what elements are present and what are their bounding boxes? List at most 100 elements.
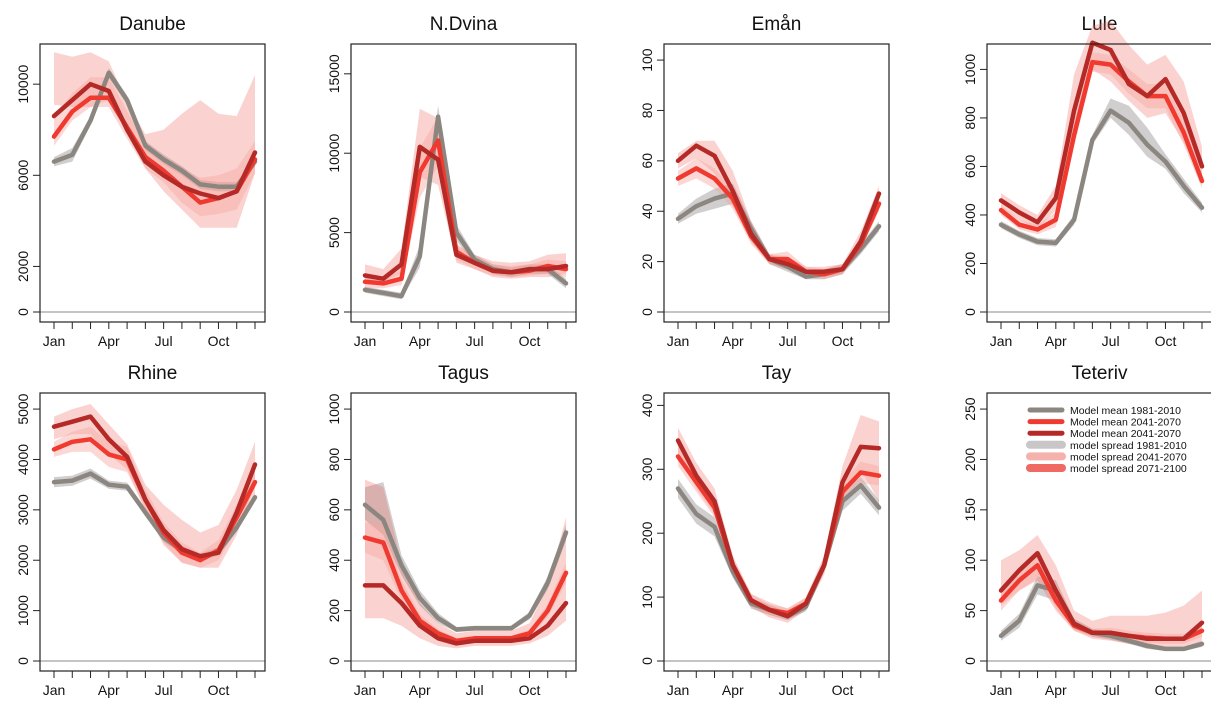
y-tick-label: 1000 bbox=[962, 54, 978, 85]
x-tick-label: Jan bbox=[354, 333, 377, 349]
mean-2041-2070-line bbox=[362, 535, 569, 644]
panel-title: Rhine bbox=[128, 363, 178, 384]
y-tick-label: 0 bbox=[326, 657, 342, 665]
y-tick-label: 4000 bbox=[15, 444, 31, 475]
x-tick-label: Jan bbox=[990, 333, 1013, 349]
spread-ref-band bbox=[1001, 98, 1202, 247]
plot-frame bbox=[39, 43, 266, 323]
x-tick-label: Jan bbox=[43, 682, 66, 698]
x-tick-label: Oct bbox=[1155, 682, 1177, 698]
panel-tay: Tay Jan Apr Jul Oct 0 100 200 300 400 bbox=[639, 363, 890, 698]
plot-frame bbox=[39, 392, 266, 672]
plot-frame bbox=[663, 392, 890, 672]
x-tick-label: Jul bbox=[779, 682, 797, 698]
plot-frame bbox=[986, 392, 1211, 672]
panel-lule: Lule Jan Apr Jul Oct 0 200 400 600 800 1000 bbox=[962, 14, 1211, 349]
y-tick-label: 15000 bbox=[326, 54, 342, 93]
panel-tagus: Tagus Jan Apr Jul Oct 0 200 400 600 800 1000 bbox=[326, 363, 577, 698]
x-tick-label: Jan bbox=[354, 682, 377, 698]
y-tick-label: 3000 bbox=[15, 494, 31, 525]
panel-title: N.Dvina bbox=[430, 14, 498, 35]
spread-late-band bbox=[365, 108, 566, 282]
y-tick-label: 5000 bbox=[15, 393, 31, 424]
mean-2071-2100-line bbox=[362, 583, 569, 646]
plot-frame bbox=[986, 43, 1211, 323]
x-tick-label: Oct bbox=[519, 682, 541, 698]
y-tick-label: 800 bbox=[962, 106, 978, 130]
spread-ref-band bbox=[365, 482, 566, 632]
y-tick-label: 400 bbox=[962, 203, 978, 227]
x-tick-label: Apr bbox=[409, 333, 431, 349]
x-tick-label: Apr bbox=[98, 682, 120, 698]
spread-mid-band bbox=[1001, 552, 1202, 644]
x-tick-label: Jul bbox=[1102, 333, 1120, 349]
mean-1981-2010-line bbox=[362, 502, 569, 632]
y-tick-label: 200 bbox=[639, 521, 655, 545]
spread-mid-band bbox=[678, 446, 879, 619]
x-tick-label: Apr bbox=[722, 682, 744, 698]
y-tick-label: 40 bbox=[639, 203, 655, 219]
plot-frame bbox=[350, 43, 577, 323]
y-tick-label: 600 bbox=[326, 498, 342, 522]
y-tick-label: 100 bbox=[962, 548, 978, 572]
panel-title: Emån bbox=[752, 14, 802, 35]
y-tick-label: 0 bbox=[15, 657, 31, 665]
legend-label: model spread 2071-2100 bbox=[1070, 463, 1187, 475]
x-tick-label: Jul bbox=[466, 333, 484, 349]
plot-frame bbox=[663, 43, 890, 323]
y-tick-label: 800 bbox=[326, 448, 342, 472]
x-tick-label: Jan bbox=[667, 682, 690, 698]
spread-late-band bbox=[365, 479, 566, 649]
y-tick-label: 6000 bbox=[15, 160, 31, 191]
spread-mid-band bbox=[678, 158, 879, 280]
legend-label: Model mean 2041-2070 bbox=[1070, 417, 1181, 429]
panel-danube: Danube Jan Apr Jul Oct 0 2000 6000 10000 bbox=[15, 14, 266, 349]
mean-2041-2070-line bbox=[998, 59, 1205, 232]
y-tick-label: 10000 bbox=[326, 134, 342, 173]
panel-title: Lule bbox=[1082, 14, 1118, 35]
y-tick-label: 0 bbox=[639, 308, 655, 316]
x-tick-label: Oct bbox=[1155, 333, 1177, 349]
plot-frame bbox=[350, 392, 577, 672]
y-tick-label: 2000 bbox=[15, 544, 31, 575]
panel-teteriv: Teteriv Jan Apr Jul Oct 0 50 100 150 200 250 bbox=[962, 363, 1211, 698]
spread-late-band bbox=[54, 404, 255, 568]
mean-2071-2100-line bbox=[998, 40, 1205, 225]
spread-mid-band bbox=[54, 77, 255, 217]
y-tick-label: 300 bbox=[639, 457, 655, 481]
y-tick-label: 0 bbox=[962, 657, 978, 665]
spread-late-band bbox=[678, 140, 879, 277]
x-tick-label: Jul bbox=[466, 682, 484, 698]
y-tick-label: 5000 bbox=[326, 217, 342, 248]
y-tick-label: 400 bbox=[639, 394, 655, 418]
panel-title: Teteriv bbox=[1072, 363, 1128, 384]
mean-1981-2010-line bbox=[998, 108, 1205, 246]
x-tick-label: Jul bbox=[155, 682, 173, 698]
mean-2071-2100-line bbox=[362, 144, 569, 281]
panel-n-dvina: N.Dvina Jan Apr Jul Oct 0 5000 10000 15000 bbox=[326, 14, 577, 349]
y-tick-label: 200 bbox=[326, 599, 342, 623]
y-tick-label: 200 bbox=[962, 252, 978, 276]
x-tick-label: Jul bbox=[779, 333, 797, 349]
panel-title: Danube bbox=[119, 14, 186, 35]
mean-2071-2100-line bbox=[51, 81, 258, 201]
legend-label: model spread 2041-2070 bbox=[1070, 451, 1187, 463]
mean-2071-2100-line bbox=[998, 550, 1205, 642]
spread-late-band bbox=[1001, 535, 1202, 648]
x-tick-label: Apr bbox=[1045, 333, 1067, 349]
panel-em-n: Emån Jan Apr Jul Oct 0 20 40 60 80 100 bbox=[639, 14, 890, 349]
x-tick-label: Apr bbox=[409, 682, 431, 698]
x-tick-label: Oct bbox=[208, 333, 230, 349]
y-tick-label: 100 bbox=[639, 585, 655, 609]
panel-title: Tay bbox=[762, 363, 792, 384]
x-tick-label: Oct bbox=[832, 333, 854, 349]
y-tick-label: 20 bbox=[639, 254, 655, 270]
y-tick-label: 150 bbox=[962, 498, 978, 522]
x-tick-label: Oct bbox=[832, 682, 854, 698]
y-tick-label: 1000 bbox=[326, 393, 342, 424]
legend-label: Model mean 1981-2010 bbox=[1070, 405, 1181, 417]
x-tick-label: Apr bbox=[1045, 682, 1067, 698]
x-tick-label: Oct bbox=[519, 333, 541, 349]
